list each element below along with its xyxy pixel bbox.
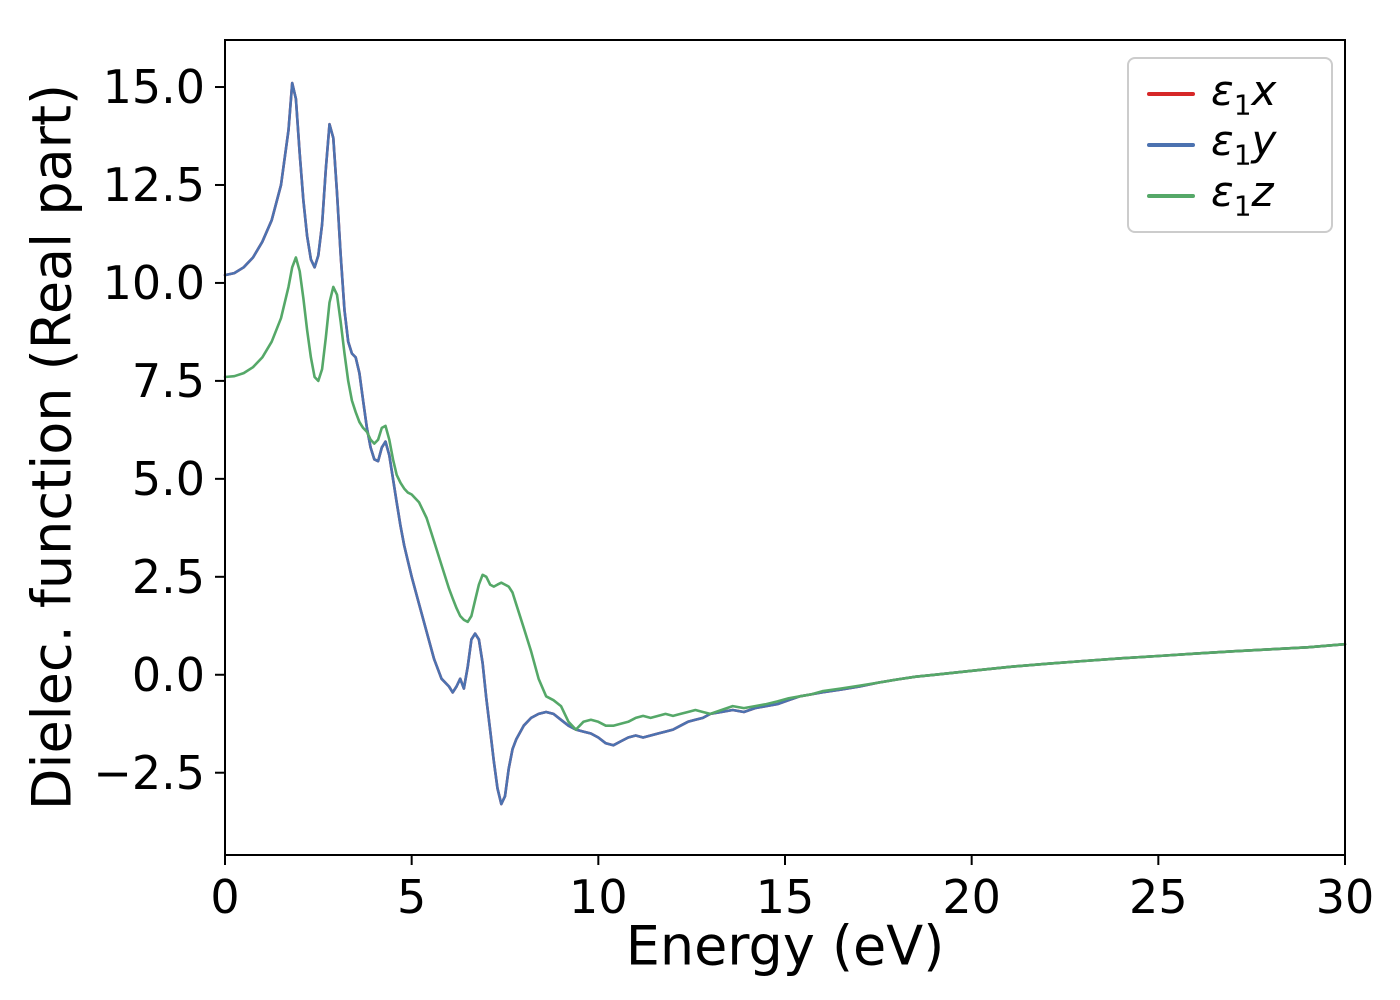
x-tick-label: 20 [942, 870, 1001, 924]
legend-label-e1y: ε1y [1211, 120, 1276, 169]
legend-line-sample-e1y [1147, 142, 1195, 147]
y-tick-label: 7.5 [132, 354, 205, 408]
epsilon-symbol: ε [1211, 116, 1234, 166]
legend-label-e1z: ε1z [1211, 170, 1274, 223]
y-tick-label: 15.0 [103, 60, 205, 114]
x-tick-label: 30 [1316, 870, 1375, 924]
epsilon-symbol: ε [1211, 166, 1234, 216]
x-tick-label: 0 [210, 870, 239, 924]
legend-line-sample-e1z [1147, 193, 1195, 198]
legend-label-e1x: ε1x [1211, 69, 1276, 122]
subscript: 1 [1233, 88, 1252, 122]
y-tick-label: 12.5 [103, 158, 205, 212]
subscript: 1 [1233, 189, 1252, 223]
y-tick-label: 10.0 [103, 256, 205, 310]
y-tick-label: 2.5 [132, 550, 205, 604]
legend-line-sample-e1x [1147, 92, 1195, 97]
epsilon-symbol: ε [1211, 65, 1234, 115]
legend-item-e1x: ε1x [1147, 69, 1313, 122]
legend-item-e1y: ε1y [1147, 120, 1313, 169]
plot-frame [224, 39, 1346, 856]
x-axis-label: Energy (eV) [625, 914, 945, 978]
x-tick-label: 5 [397, 870, 426, 924]
axis-letter: y [1251, 116, 1277, 166]
x-tick-label: 25 [1129, 870, 1188, 924]
x-tick-label: 10 [569, 870, 628, 924]
subscript: 1 [1233, 138, 1252, 172]
legend-item-e1z: ε1z [1147, 170, 1313, 223]
series-line-z [223, 256, 1347, 731]
y-tick-label: −2.5 [93, 746, 205, 800]
y-axis-label: Dielec. function (Real part) [20, 83, 84, 811]
x-tick-label: 15 [756, 870, 815, 924]
y-tick-label: 5.0 [132, 452, 205, 506]
legend: ε1x ε1y ε1z [1127, 57, 1333, 233]
axis-letter: z [1251, 166, 1274, 216]
axis-letter: x [1251, 65, 1277, 115]
y-tick-label: 0.0 [132, 648, 205, 702]
